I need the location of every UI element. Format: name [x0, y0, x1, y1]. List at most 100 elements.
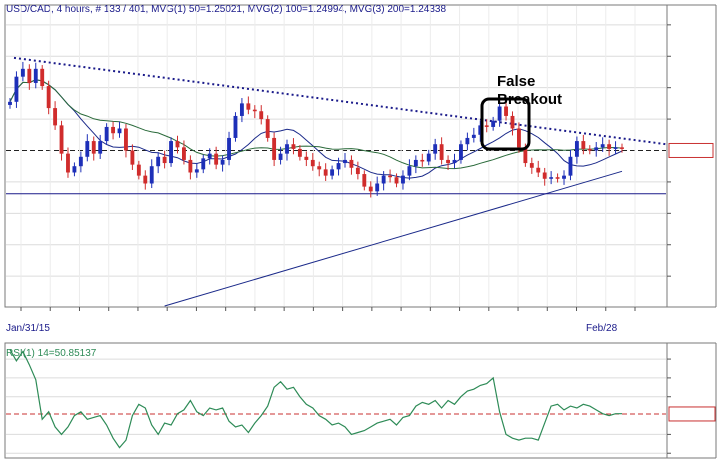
- candle: [130, 144, 135, 170]
- candle: [504, 99, 508, 121]
- header-separator-3: ,: [146, 4, 152, 15]
- candle: [265, 115, 270, 142]
- candle-body: [91, 141, 96, 154]
- candle-body: [310, 159, 315, 167]
- false-breakout-box: [480, 97, 531, 151]
- candle-body: [233, 115, 238, 138]
- candle: [33, 62, 38, 89]
- candle-body: [175, 141, 180, 148]
- candle: [246, 96, 251, 115]
- candle-body: [574, 141, 579, 157]
- candle: [587, 145, 592, 155]
- candle-body: [529, 163, 534, 168]
- candle: [555, 173, 560, 183]
- price-axis-ticks: [667, 24, 714, 277]
- candle: [413, 155, 418, 174]
- candle: [149, 159, 154, 189]
- rsi-series: [9, 349, 622, 449]
- candle-body: [330, 169, 335, 176]
- candle: [343, 153, 347, 168]
- candle-body: [510, 115, 515, 129]
- candle-body: [111, 126, 116, 134]
- candle: [291, 138, 296, 155]
- candle-body: [104, 126, 109, 142]
- candle: [207, 148, 212, 165]
- candle-body: [265, 119, 270, 138]
- candle: [529, 157, 534, 174]
- candle-body: [433, 144, 438, 154]
- annotation-line-1: False: [497, 73, 535, 90]
- candle-body: [613, 147, 618, 149]
- candle: [85, 134, 90, 162]
- candle-body: [136, 164, 141, 176]
- candle: [368, 181, 373, 198]
- header-separator-4: ,: [242, 4, 248, 15]
- candle: [330, 165, 335, 180]
- candle: [491, 116, 496, 131]
- candle-body: [459, 144, 463, 160]
- candle: [497, 101, 502, 127]
- candle-body: [562, 175, 566, 179]
- candle-body: [59, 125, 64, 154]
- candle-body: [162, 156, 167, 164]
- header-separator-2: ,: [90, 4, 96, 15]
- candle: [175, 135, 180, 154]
- candle: [452, 153, 457, 169]
- candle-body: [388, 175, 393, 178]
- candlestick-series: [8, 61, 624, 198]
- candle-body: [504, 106, 508, 116]
- candle: [143, 170, 148, 190]
- header-bar-count: # 133 / 401: [96, 4, 146, 15]
- candle: [362, 170, 367, 191]
- candle-body: [272, 137, 277, 160]
- candle: [46, 80, 51, 115]
- moving-average-100: [9, 79, 623, 170]
- candle-body: [33, 68, 38, 83]
- candle-body: [516, 128, 521, 148]
- annotation-line-2: Breakout: [497, 91, 562, 108]
- price-grid: [6, 6, 666, 306]
- candle-body: [66, 153, 70, 173]
- candle-body: [297, 148, 302, 157]
- candle: [117, 121, 122, 138]
- candle: [259, 105, 264, 125]
- candle: [355, 161, 360, 180]
- rsi-axis-ticks: [667, 358, 716, 454]
- candle-body: [439, 144, 444, 160]
- candle-body: [478, 125, 483, 135]
- candle-body: [98, 141, 103, 154]
- candle: [194, 163, 199, 178]
- candle-body: [600, 144, 605, 148]
- candle-body: [285, 144, 289, 154]
- candle: [471, 127, 476, 143]
- candle-body: [355, 167, 360, 175]
- candle-body: [143, 175, 148, 184]
- candle: [310, 153, 315, 171]
- candle: [111, 121, 116, 140]
- candle: [162, 150, 167, 169]
- candle-body: [581, 141, 586, 149]
- candle: [233, 112, 238, 142]
- candle-body: [214, 153, 219, 165]
- candle: [272, 132, 277, 167]
- candle: [91, 136, 96, 161]
- candle-body: [20, 68, 25, 77]
- candle: [136, 160, 141, 180]
- candle: [375, 176, 380, 196]
- candle: [620, 143, 624, 153]
- current-price-tag: [668, 142, 714, 158]
- candle: [607, 139, 612, 156]
- candle-body: [491, 120, 496, 127]
- candle-body: [291, 144, 296, 149]
- candle-body: [8, 101, 12, 105]
- trend-lines: [6, 56, 667, 195]
- candle: [323, 163, 328, 181]
- candle-body: [239, 103, 244, 116]
- candle-body: [85, 141, 90, 157]
- candle-body: [375, 183, 380, 192]
- candle: [156, 152, 161, 174]
- candle: [542, 167, 547, 186]
- candle-body: [607, 144, 612, 149]
